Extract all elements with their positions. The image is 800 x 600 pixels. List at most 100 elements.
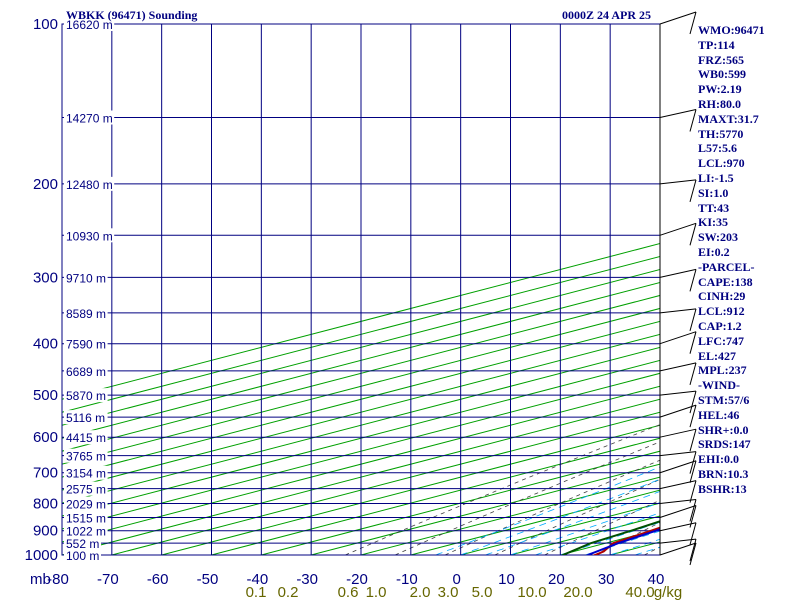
mixing-ratio-label: 20.0 — [563, 584, 592, 600]
moist-adiabat-line — [485, 490, 660, 555]
index-item: BSHR:13 — [698, 481, 747, 496]
index-item: LCL:912 — [698, 304, 745, 319]
temperature-tick-label: 20 — [548, 571, 565, 588]
pressure-tick-label: 400 — [33, 336, 58, 353]
isotherm-line — [62, 359, 660, 517]
temperature-tick-label: -40 — [246, 571, 268, 588]
height-label: 10930 m — [66, 229, 113, 243]
height-label: 5870 m — [66, 389, 106, 403]
wind-barb — [659, 499, 697, 505]
pressure-tick-label: 900 — [33, 523, 58, 540]
height-label: 1022 m — [66, 525, 106, 539]
index-item: MPL:237 — [698, 363, 747, 378]
index-item: KI:35 — [698, 215, 728, 230]
height-label-bg — [64, 410, 108, 425]
height-label: 3154 m — [66, 467, 106, 481]
height-label-bg — [64, 548, 101, 562]
height-label-bg — [64, 17, 115, 31]
isotherm-line — [62, 372, 660, 530]
height-label: 1515 m — [66, 512, 106, 526]
index-item: SI:1.0 — [698, 185, 729, 200]
mixing-ratio-label: 40.0 — [625, 584, 654, 600]
index-item: SHR+:0.0 — [698, 422, 749, 437]
temperature-tick-label: 40 — [648, 571, 665, 588]
height-label-bg — [64, 465, 108, 480]
mixing-ratio-label: 0.2 — [278, 584, 299, 600]
height-label-bg — [64, 536, 101, 551]
index-item: LFC:747 — [698, 333, 744, 348]
pressure-tick-label: 1000 — [25, 547, 58, 564]
wind-barb — [659, 404, 697, 418]
index-item: RH:80.0 — [698, 96, 741, 111]
isotherm-line — [311, 463, 660, 555]
height-label-bg — [64, 270, 108, 285]
index-item: LI:-1.5 — [698, 170, 734, 185]
wind-barb — [659, 362, 697, 372]
height-label: 8589 m — [66, 307, 106, 321]
wind-barb-flag — [689, 269, 697, 292]
pressure-tick-label: 500 — [33, 387, 58, 404]
index-item: EL:427 — [698, 348, 737, 363]
wind-barb-flag — [689, 451, 697, 474]
wind-barb — [659, 451, 697, 457]
temperature-trace — [592, 526, 660, 555]
height-label: 100 m — [66, 549, 99, 563]
height-label-bg — [64, 228, 115, 243]
wind-barb — [659, 222, 697, 236]
wind-barb-flag — [689, 109, 697, 132]
wind-barb-flag — [689, 391, 697, 414]
height-label-bg — [64, 523, 108, 538]
height-label: 5116 m — [66, 411, 105, 425]
isotherm-line — [62, 333, 660, 491]
height-label: 6689 m — [66, 365, 106, 379]
wind-barb-flag — [689, 460, 697, 483]
pressure-tick-label: 700 — [33, 465, 58, 482]
isotherm-line — [62, 281, 660, 439]
moist-adiabat-lines — [435, 466, 660, 555]
index-item: EI:0.2 — [698, 244, 730, 259]
index-item: BRN:10.3 — [698, 466, 749, 481]
height-label: 4415 m — [66, 431, 106, 445]
pressure-tick-label: 200 — [33, 176, 58, 193]
index-item: WB0:599 — [698, 67, 746, 82]
wind-barb-flag — [689, 362, 697, 385]
wind-barb — [659, 109, 697, 118]
wind-barb-flag — [689, 522, 697, 545]
height-label-bg — [64, 363, 108, 378]
mixing-ratio-label: 0.1 — [246, 584, 267, 600]
index-item: L57:5.6 — [698, 141, 737, 156]
index-item: MAXT:31.7 — [698, 111, 759, 126]
wind-barb — [659, 505, 697, 518]
isotherm-line — [62, 346, 660, 504]
mixing-ratio-label: g/kg — [654, 584, 682, 600]
moist-adiabat-line — [510, 502, 660, 555]
height-label-bg — [64, 176, 115, 191]
sounding-time: 0000Z 24 APR 25 — [562, 8, 652, 22]
temperature-tick-label: -70 — [97, 571, 119, 588]
mixing-ratio-label: 0.6 — [338, 584, 359, 600]
wind-barb — [659, 331, 697, 345]
wind-barb — [659, 460, 697, 474]
temperature-tick-label: 10 — [498, 571, 515, 588]
height-label: 9710 m — [66, 271, 106, 285]
pressure-tick-label: 100 — [33, 16, 58, 33]
pressure-tick-label: 600 — [33, 429, 58, 446]
wind-barb-flag — [689, 542, 697, 566]
index-item: TT:43 — [698, 200, 730, 215]
isotherm-line — [62, 256, 660, 413]
wind-barb — [659, 308, 697, 314]
height-label: 2029 m — [66, 498, 106, 512]
height-label: 12480 m — [66, 178, 113, 192]
temperature-tick-label: 0 — [452, 571, 460, 588]
height-label-bg — [64, 448, 108, 463]
index-item: TP:114 — [698, 37, 735, 52]
wind-barb-flag — [689, 405, 697, 428]
height-label: 2575 m — [66, 483, 106, 497]
mixing-ratio-label: 5.0 — [472, 584, 493, 600]
index-item: STM:57/6 — [698, 392, 750, 407]
height-label-bg — [64, 496, 108, 511]
temperature-tick-label: -30 — [296, 571, 318, 588]
isotherm-lines — [62, 243, 660, 555]
isotherm-line — [62, 398, 660, 555]
height-label: 16620 m — [66, 18, 113, 32]
